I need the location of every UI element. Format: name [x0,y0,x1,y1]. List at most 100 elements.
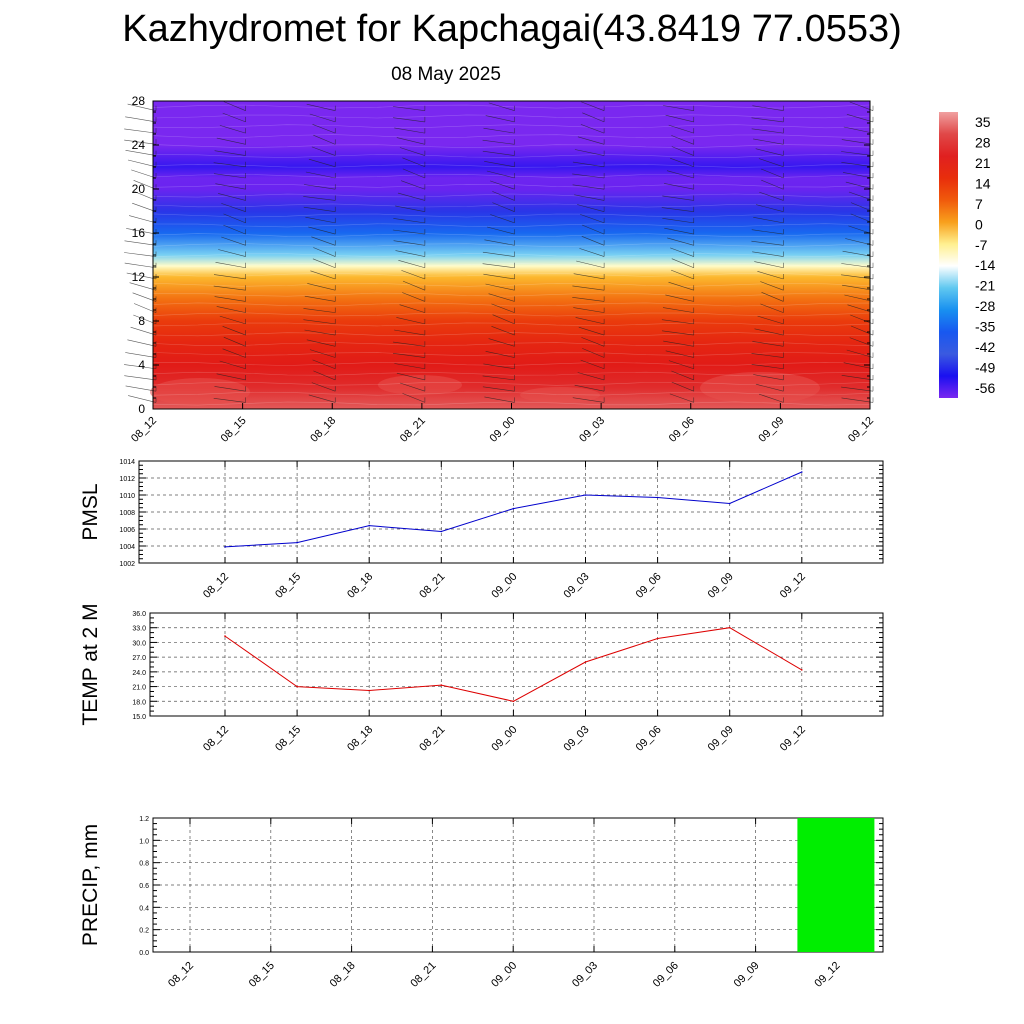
wind-barb [581,101,605,111]
wind-barb [667,237,694,246]
wind-barb [402,393,425,403]
wind-barb [133,303,157,313]
wind-barb [751,364,784,370]
y-tick-label: 1002 [119,561,135,568]
wind-barb [124,139,157,145]
wind-barb [758,393,784,403]
wind-barb [754,261,784,269]
wind-barb [306,339,336,347]
wind-barb [572,397,605,403]
warm-core-contour [700,372,820,404]
wind-barb [484,239,515,246]
wind-barb [309,349,336,358]
wind-barb [841,274,874,280]
wind-barb [671,135,694,145]
x-tick-label: 08_21 [417,571,447,601]
wind-barb [751,353,784,358]
wind-barb [394,329,425,336]
wind-barb [847,304,874,313]
wind-barb [303,196,336,201]
wind-barb [670,269,694,280]
wind-barb [482,386,515,392]
x-tick-label: 09_06 [651,960,681,990]
x-tick-label: 09_00 [489,571,519,601]
x-tick-label: 09_06 [634,571,664,601]
wind-barb [393,117,425,123]
wind-barb [396,137,425,145]
wind-barb [669,157,694,168]
wind-barb [754,328,784,336]
isotherm-line [152,173,871,178]
wind-barb [313,370,336,381]
x-tick-label: 08_15 [273,724,303,754]
wind-barb [486,170,515,179]
x-tick-label: 08_12 [129,415,159,445]
wind-barb [127,159,157,168]
wind-barb [760,281,784,291]
data-point [728,502,731,505]
wind-barb [488,293,515,302]
wind-barb [579,248,605,257]
wind-barb [482,251,515,257]
wind-barb [490,180,515,190]
wind-barb [665,114,694,123]
x-tick-label: 09_12 [846,415,876,445]
wind-barb [752,341,784,347]
colorbar: 35 28 21 14 7 0 -7 -14 -21 -28 -35 -42 -49 -56 [939,112,995,398]
x-tick-label: 09_12 [778,724,808,754]
y-tick-label: 1014 [119,459,135,466]
wind-barb [573,273,605,280]
wind-barb [666,170,694,179]
wind-barb [492,202,515,212]
x-tick-label: 09_00 [488,415,518,445]
wind-barb [126,228,157,235]
wind-barb [485,351,515,358]
wind-barb [484,161,515,168]
wind-barb [757,271,784,280]
y-tick-label: 0.6 [139,883,149,890]
wind-barb [311,382,336,392]
isotherm-line [152,213,871,218]
y-tick-label: 1008 [119,510,135,517]
x-tick-label: 09_12 [812,960,842,990]
wind-barb [222,326,246,336]
wind-barb [661,207,694,212]
wind-barb [577,136,605,145]
wind-barb [850,213,874,224]
wind-barb [759,191,784,201]
colorbar-label: -49 [975,360,995,376]
y-tick-label: 8 [138,314,145,328]
wind-barb [487,226,515,235]
colorbar-label: 0 [975,216,983,232]
wind-barb [662,307,694,313]
wind-barb [216,373,246,381]
wind-barb [581,224,605,235]
y-tick-label: 1.0 [139,838,149,845]
isotherm-line [152,312,871,317]
y-tick-label: 33.0 [132,626,146,633]
wind-barb [662,218,694,224]
wind-barb [485,283,515,291]
wind-barb [393,240,425,246]
wind-barb [849,101,874,111]
wind-barb [662,195,694,201]
wind-barb [402,157,425,168]
precip-bar [797,818,875,952]
data-point [584,661,587,663]
wind-barb [582,112,605,123]
wind-barb [671,146,694,156]
wind-barb [213,173,246,179]
x-tick-label: 08_12 [201,571,231,601]
wind-barb [133,180,157,190]
wind-barb [841,139,874,145]
chart-date: 08 May 2025 [391,64,501,85]
isotherm-line [152,124,871,129]
colorbar-label: 35 [975,114,991,130]
wind-barb [841,263,874,269]
wind-barb [841,151,874,156]
colorbar-label: 7 [975,196,983,212]
wind-barb [671,381,694,392]
wind-barb [580,124,605,134]
x-tick-label: 09_00 [489,960,519,990]
colorbar-label: 28 [975,135,991,151]
